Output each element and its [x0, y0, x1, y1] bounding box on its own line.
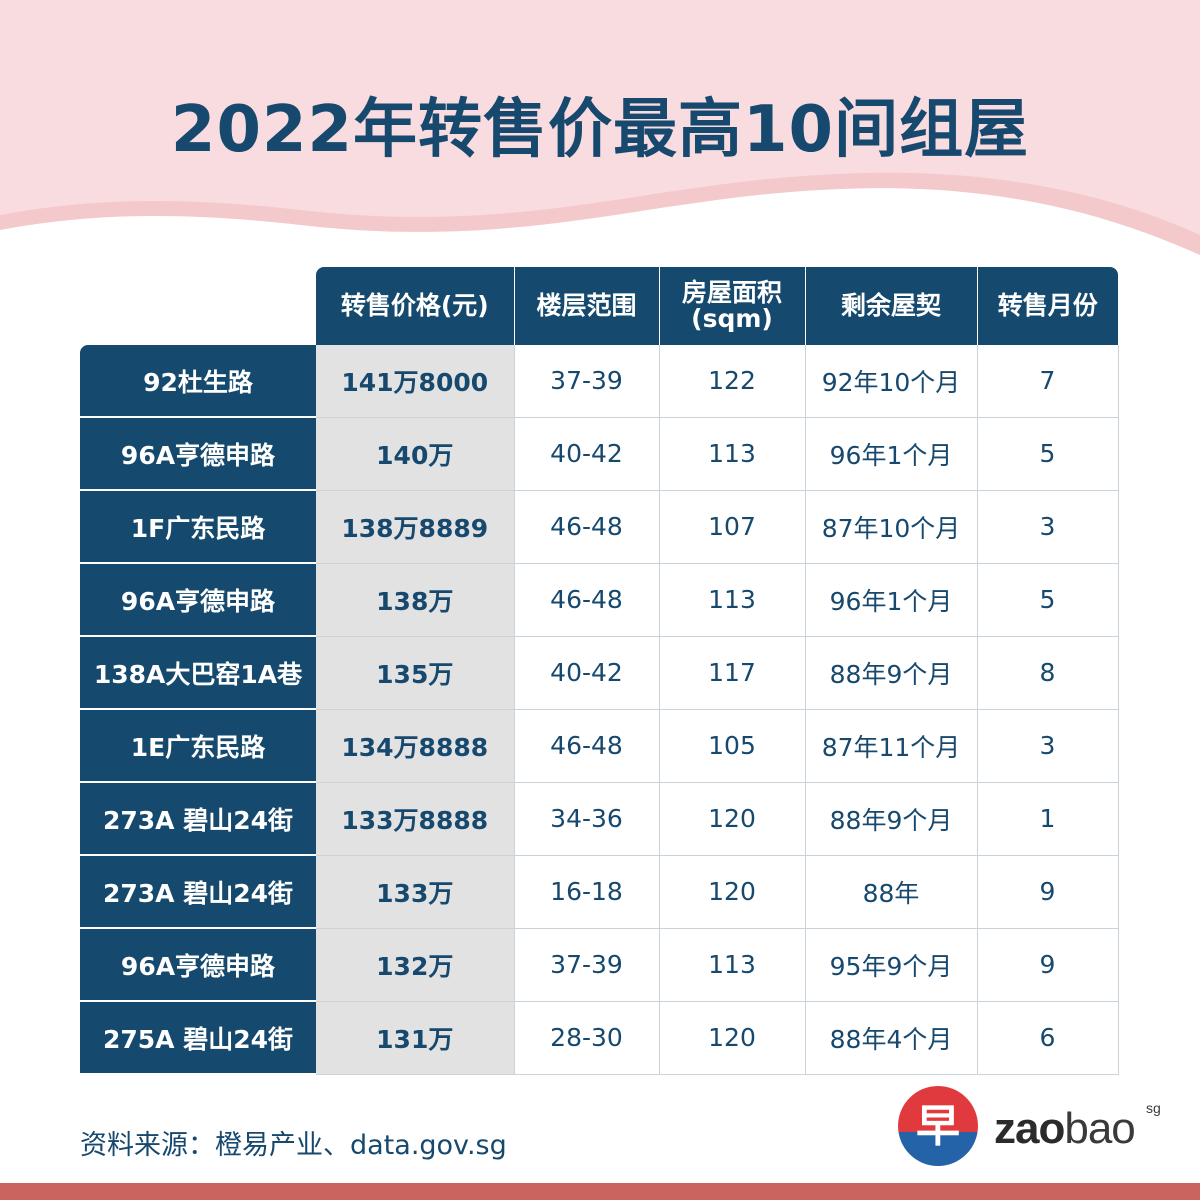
page-title: 2022年转售价最高10间组屋: [170, 93, 1030, 167]
cell-lease: 92年10个月: [804, 345, 977, 418]
resale-table: 转售价格(元) 楼层范围 房屋面积 (sqm) 剩余屋契 转售月份 92杜生路 1…: [80, 267, 1119, 1075]
logo-sg: sg: [1146, 1100, 1161, 1116]
cell-month: 7: [976, 345, 1119, 418]
cell-month: 9: [976, 928, 1119, 1002]
cell-price: 133万8888: [316, 782, 514, 856]
cell-name: 96A亨德申路: [80, 563, 316, 637]
cell-floor: 40-42: [513, 417, 659, 491]
cell-area: 105: [658, 709, 805, 783]
cell-name: 138A大巴窑1A巷: [80, 636, 316, 710]
cell-lease: 88年9个月: [804, 636, 977, 710]
cell-name: 96A亨德申路: [80, 417, 316, 491]
cell-lease: 87年11个月: [804, 709, 977, 783]
header-area: 房屋面积 (sqm): [658, 267, 805, 345]
cell-price: 133万: [316, 855, 514, 929]
source-note: 资料来源：橙易产业、data.gov.sg: [80, 1130, 507, 1161]
table-row: 275A 碧山24街 131万 28-30 120 88年4个月 6: [80, 1001, 1119, 1075]
cell-area: 122: [658, 345, 805, 418]
cell-lease: 88年9个月: [804, 782, 977, 856]
cell-floor: 34-36: [513, 782, 659, 856]
table-row: 96A亨德申路 140万 40-42 113 96年1个月 5: [80, 417, 1119, 491]
logo-bao: bao: [1064, 1104, 1135, 1153]
table-body: 92杜生路 141万8000 37-39 122 92年10个月 7 96A亨德申路 140万…: [80, 345, 1119, 1075]
cell-name: 1F广东民路: [80, 490, 316, 564]
cell-price: 141万8000: [316, 345, 514, 418]
cell-name: 96A亨德申路: [80, 928, 316, 1002]
cell-area: 107: [658, 490, 805, 564]
cell-month: 3: [976, 709, 1119, 783]
table-row: 96A亨德申路 132万 37-39 113 95年9个月 9: [80, 928, 1119, 1002]
header-month: 转售月份: [976, 267, 1118, 345]
cell-area: 120: [658, 1001, 805, 1075]
header-floor: 楼层范围: [513, 267, 659, 345]
cell-month: 5: [976, 417, 1119, 491]
cell-lease: 87年10个月: [804, 490, 977, 564]
cell-area: 113: [658, 563, 805, 637]
cell-month: 3: [976, 490, 1119, 564]
cell-name: 273A 碧山24街: [80, 782, 316, 856]
cell-floor: 28-30: [513, 1001, 659, 1075]
cell-name: 275A 碧山24街: [80, 1001, 316, 1075]
cell-price: 131万: [316, 1001, 514, 1075]
cell-price: 140万: [316, 417, 514, 491]
cell-name: 273A 碧山24街: [80, 855, 316, 929]
header-area-label: 房屋面积 (sqm): [681, 278, 782, 333]
cell-price: 135万: [316, 636, 514, 710]
zaobao-logo: 早 zaobao sg: [898, 1086, 1168, 1172]
cell-price: 132万: [316, 928, 514, 1002]
cell-lease: 88年4个月: [804, 1001, 977, 1075]
header-lease: 剩余屋契: [804, 267, 977, 345]
table-row: 273A 碧山24街 133万 16-18 120 88年 9: [80, 855, 1119, 929]
logo-glyph: 早: [916, 1101, 960, 1152]
cell-month: 6: [976, 1001, 1119, 1075]
table-row: 1F广东民路 138万8889 46-48 107 87年10个月 3: [80, 490, 1119, 564]
cell-price: 138万8889: [316, 490, 514, 564]
cell-area: 117: [658, 636, 805, 710]
cell-area: 120: [658, 855, 805, 929]
cell-price: 134万8888: [316, 709, 514, 783]
cell-month: 5: [976, 563, 1119, 637]
table-row: 138A大巴窑1A巷 135万 40-42 117 88年9个月 8: [80, 636, 1119, 710]
table-row: 1E广东民路 134万8888 46-48 105 87年11个月 3: [80, 709, 1119, 783]
cell-price: 138万: [316, 563, 514, 637]
table-row: 96A亨德申路 138万 46-48 113 96年1个月 5: [80, 563, 1119, 637]
cell-lease: 96年1个月: [804, 417, 977, 491]
table-row: 273A 碧山24街 133万8888 34-36 120 88年9个月 1: [80, 782, 1119, 856]
logo-wordmark: zaobao: [994, 1104, 1136, 1154]
logo-zao: zao: [994, 1104, 1065, 1153]
table-row: 92杜生路 141万8000 37-39 122 92年10个月 7: [80, 345, 1119, 418]
cell-floor: 37-39: [513, 928, 659, 1002]
cell-floor: 16-18: [513, 855, 659, 929]
cell-floor: 46-48: [513, 490, 659, 564]
header-pink-wave: [0, 0, 1200, 255]
cell-lease: 96年1个月: [804, 563, 977, 637]
zaobao-logo-icon: 早: [898, 1086, 978, 1166]
cell-month: 1: [976, 782, 1119, 856]
cell-area: 120: [658, 782, 805, 856]
bottom-bar: [0, 1183, 1200, 1200]
cell-lease: 88年: [804, 855, 977, 929]
cell-floor: 46-48: [513, 563, 659, 637]
cell-month: 9: [976, 855, 1119, 929]
cell-floor: 46-48: [513, 709, 659, 783]
cell-area: 113: [658, 928, 805, 1002]
table-header-row: 转售价格(元) 楼层范围 房屋面积 (sqm) 剩余屋契 转售月份: [80, 267, 1118, 345]
cell-floor: 40-42: [513, 636, 659, 710]
cell-area: 113: [658, 417, 805, 491]
cell-name: 1E广东民路: [80, 709, 316, 783]
header-price: 转售价格(元): [316, 267, 514, 345]
cell-month: 8: [976, 636, 1119, 710]
cell-lease: 95年9个月: [804, 928, 977, 1002]
cell-floor: 37-39: [513, 345, 659, 418]
header-corner: [80, 267, 316, 345]
cell-name: 92杜生路: [80, 345, 316, 418]
